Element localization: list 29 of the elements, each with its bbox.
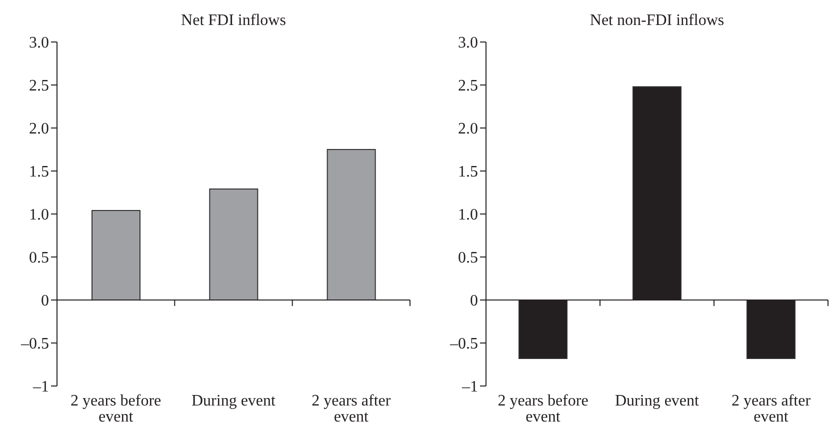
y-tick-label: –1 [32,378,49,396]
y-tick-label: 0 [41,292,49,310]
chart-title: Net FDI inflows [180,12,287,30]
bar [209,188,258,300]
y-tick-label: 3.0 [458,34,478,52]
y-tick-label: –0.5 [449,336,478,353]
x-tick-label: During event [192,392,276,410]
y-tick-label: 1.0 [29,206,49,224]
x-tick-label: 2 years before event [70,392,162,422]
y-tick-label: 0.5 [458,250,478,267]
y-tick-label: 2.5 [458,78,478,95]
y-tick-label: 1.0 [458,206,478,224]
y-tick-label: –1 [461,378,478,396]
x-tick-label: During event [615,392,700,410]
x-tick-label: 2 years after event [312,392,392,422]
y-tick-label: 2.0 [29,120,49,138]
y-tick-label: 1.5 [458,164,478,181]
y-tick-label: –0.5 [20,336,49,353]
x-tick-label: 2 years before event [498,392,588,422]
y-tick-label: 1.5 [29,164,49,181]
chart-title: Net non-FDI inflows [588,12,726,30]
y-tick-label: 0.5 [29,250,49,267]
y-tick-label: 3.0 [29,34,49,52]
bar [92,210,140,300]
bar [326,149,376,300]
y-tick-label: 2.0 [458,120,478,138]
x-tick-label: 2 years after event [731,392,812,422]
y-tick-label: 0 [470,292,478,310]
y-tick-label: 2.5 [29,78,49,95]
